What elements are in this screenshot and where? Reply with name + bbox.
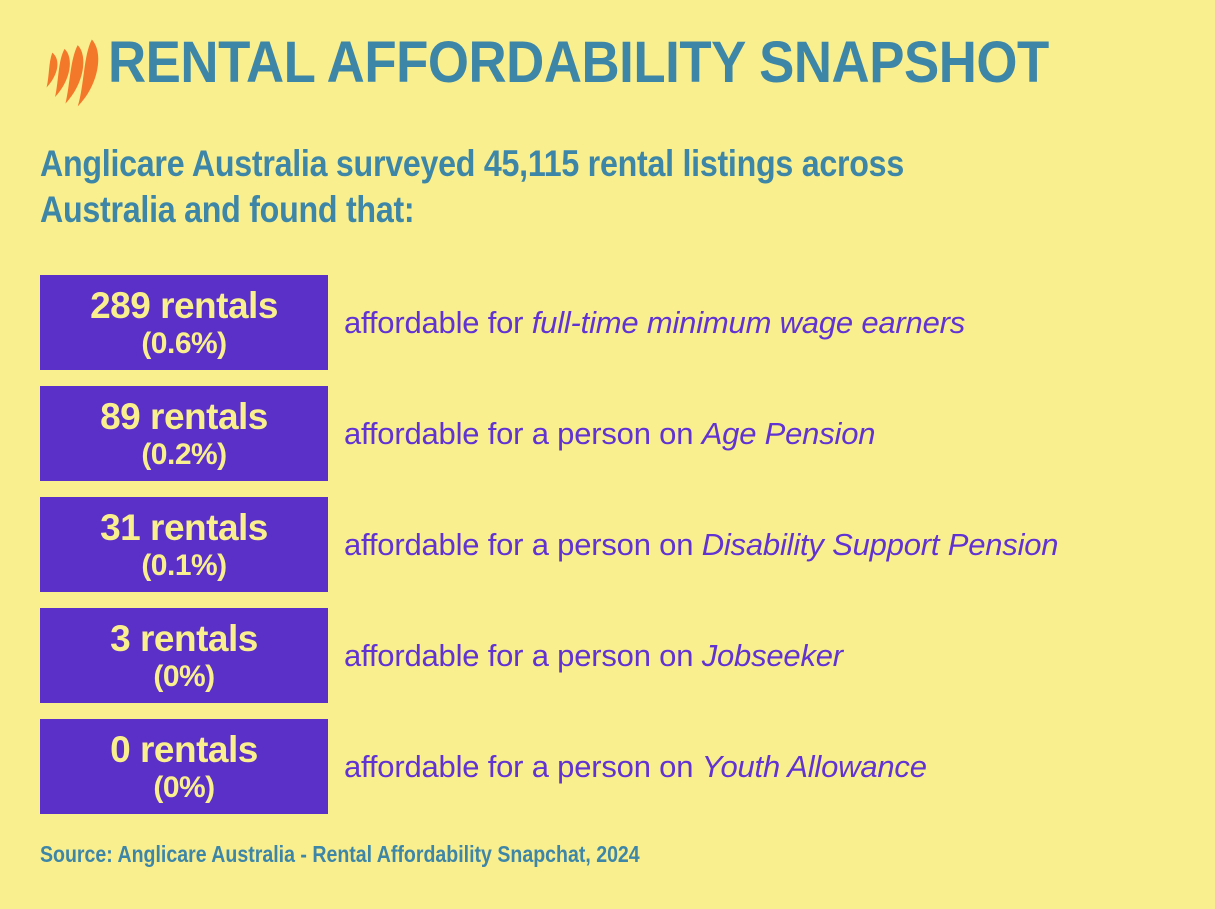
stat-percent: (0.1%) (141, 549, 227, 582)
intro-text: Anglicare Australia surveyed 45,115 rent… (40, 141, 904, 233)
stat-percent: (0%) (153, 771, 215, 804)
page-title: RENTAL AFFORDABILITY SNAPSHOT (108, 30, 1049, 95)
stat-description-group: Age Pension (701, 415, 876, 451)
stat-description: affordable for a person on Disability Su… (344, 526, 1059, 563)
sbs-logo-icon (40, 36, 106, 108)
stat-description: affordable for a person on Jobseeker (344, 638, 843, 674)
stat-percent: (0.6%) (141, 327, 227, 360)
stat-description-group: full-time minimum wage earners (531, 304, 966, 340)
stat-count: 3 rentals (110, 618, 258, 659)
stat-description-prefix: affordable for a person on (344, 415, 694, 451)
stat-row-minimum-wage: 289 rentals (0.6%) affordable for full-t… (40, 275, 1058, 370)
stat-description-group: Disability Support Pension (701, 526, 1059, 562)
stat-count: 31 rentals (100, 507, 268, 548)
stat-row-jobseeker: 3 rentals (0%) affordable for a person o… (40, 608, 1058, 703)
stat-count-box: 89 rentals (0.2%) (40, 386, 328, 481)
stat-description: affordable for a person on Youth Allowan… (344, 749, 927, 785)
stat-rows: 289 rentals (0.6%) affordable for full-t… (40, 275, 1059, 814)
stat-description-prefix: affordable for (344, 304, 524, 340)
intro-line-1: Anglicare Australia surveyed 45,115 rent… (40, 143, 904, 184)
stat-row-youth-allowance: 0 rentals (0%) affordable for a person o… (40, 719, 1058, 814)
stat-row-disability-support-pension: 31 rentals (0.1%) affordable for a perso… (40, 497, 1059, 592)
stat-count-box: 31 rentals (0.1%) (40, 497, 328, 592)
stat-percent: (0.2%) (141, 438, 227, 471)
stat-description-group: Jobseeker (701, 637, 843, 673)
stat-count-box: 289 rentals (0.6%) (40, 275, 328, 370)
stat-description-group: Youth Allowance (701, 748, 927, 784)
source-note: Source: Anglicare Australia - Rental Aff… (40, 841, 640, 867)
stat-description: affordable for a person on Age Pension (344, 416, 875, 452)
stat-description-prefix: affordable for a person on (344, 526, 694, 562)
stat-count-box: 3 rentals (0%) (40, 608, 328, 703)
stat-count-box: 0 rentals (0%) (40, 719, 328, 814)
stat-description-prefix: affordable for a person on (344, 748, 694, 784)
stat-count: 89 rentals (100, 396, 268, 437)
stat-description-prefix: affordable for a person on (344, 637, 694, 673)
stat-row-age-pension: 89 rentals (0.2%) affordable for a perso… (40, 386, 1058, 481)
stat-count: 289 rentals (90, 285, 278, 326)
stat-percent: (0%) (153, 660, 215, 693)
intro-line-2: Australia and found that: (40, 189, 415, 230)
stat-description: affordable for full-time minimum wage ea… (344, 305, 965, 341)
stat-count: 0 rentals (110, 729, 258, 770)
